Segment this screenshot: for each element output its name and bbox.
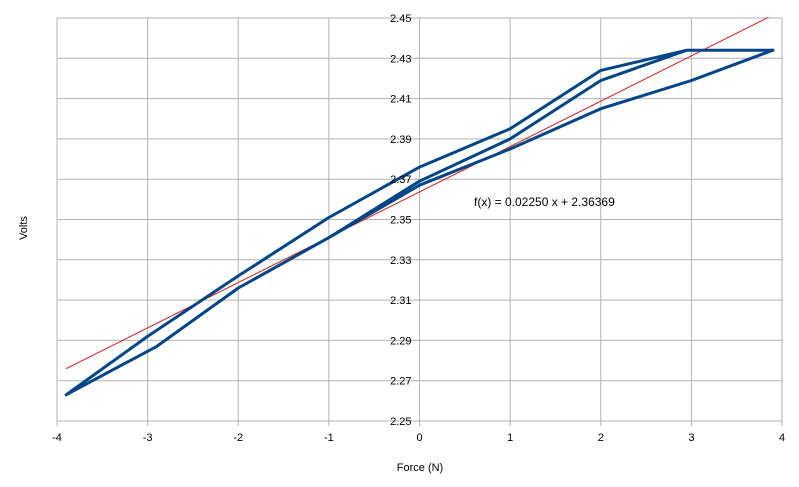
series-line-2 [327, 48, 775, 240]
x-tick-label: 4 [779, 432, 785, 444]
x-tick-label: 0 [416, 432, 422, 444]
tick-labels: 2.25 2.27 2.29 2.31 2.33 2.35 2.37 2.39 2.41 2.43… [52, 13, 785, 444]
x-tick-label: 1 [507, 432, 513, 444]
x-tick-label: -2 [233, 432, 243, 444]
y-tick-label: 2.29 [390, 335, 411, 347]
x-tick-label: -1 [324, 432, 334, 444]
y-tick-label: 2.41 [390, 94, 411, 106]
y-axis-title: Volts [18, 216, 30, 240]
trendline [65, 16, 769, 370]
y-tick-label: 2.27 [390, 376, 411, 388]
x-tick-label: -4 [52, 432, 62, 444]
y-tick-label: 2.45 [390, 13, 411, 25]
x-tick-label: 3 [688, 432, 694, 444]
x-axis-title: Force (N) [397, 462, 443, 474]
x-tick-label: -3 [143, 432, 153, 444]
axes [56, 17, 783, 426]
y-tick-label: 2.33 [390, 255, 411, 267]
series-layer [64, 48, 775, 397]
y-tick-label: 2.31 [390, 295, 411, 307]
trendline-layer [65, 16, 769, 370]
y-tick-label: 2.43 [390, 53, 411, 65]
y-tick-label: 2.37 [390, 174, 411, 186]
trendline-equation: f(x) = 0.02250 x + 2.36369 [474, 195, 615, 209]
y-tick-label: 2.25 [390, 416, 411, 428]
y-tick-label: 2.35 [390, 215, 411, 227]
x-tick-label: 2 [598, 432, 604, 444]
y-tick-label: 2.39 [390, 134, 411, 146]
